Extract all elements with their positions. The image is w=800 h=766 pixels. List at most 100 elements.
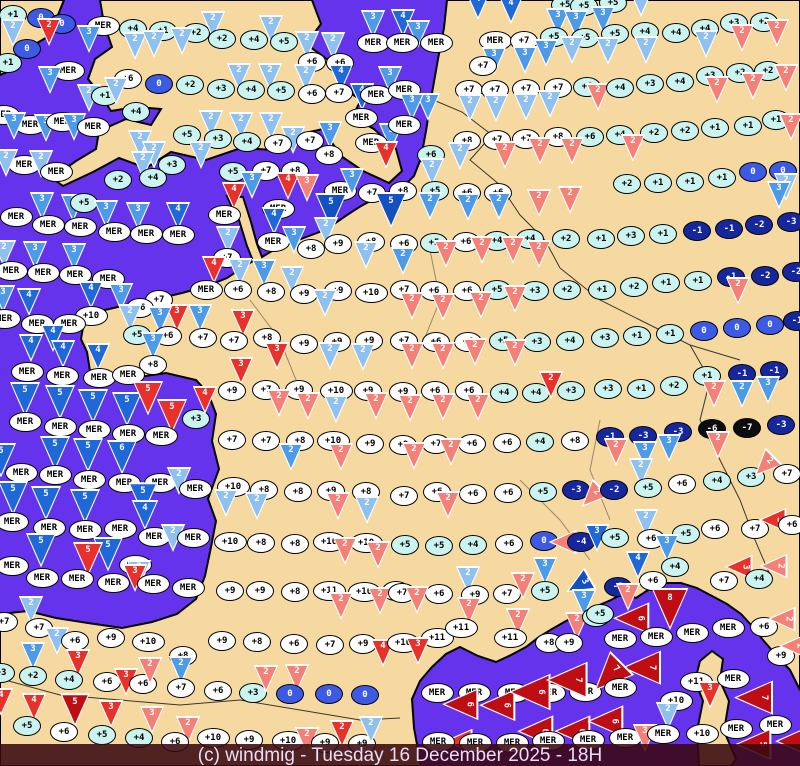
temp-ellipse: +1: [588, 280, 616, 300]
wind-arrow: 3: [187, 304, 213, 332]
wind-speed-value: 2: [237, 260, 243, 270]
temp-ellipse: 0: [276, 684, 304, 704]
wind-speed-value: 2: [523, 95, 529, 105]
temp-ellipse: +3: [207, 79, 235, 99]
sea-label: MER: [0, 261, 28, 281]
temp-ellipse: -2: [782, 262, 800, 282]
temp-ellipse: +6: [204, 681, 232, 701]
wind-arrow: 2: [36, 18, 62, 46]
wind-speed-value: 2: [10, 21, 16, 31]
temp-ellipse: +7: [189, 328, 217, 348]
temp-ellipse: +1: [649, 224, 677, 244]
wind-arrow: 2: [773, 64, 799, 92]
wind-arrow: 2: [365, 541, 391, 569]
temp-ellipse: +1: [587, 229, 615, 249]
temp-ellipse: +1: [734, 116, 762, 136]
wind-speed-value: 4: [231, 184, 237, 194]
wind-arrow: 3: [1, 112, 27, 140]
wind-speed-value: 2: [225, 228, 231, 238]
temp-ellipse: +7: [296, 131, 324, 151]
sea-label: MER: [189, 280, 223, 300]
wind-speed-value: 3: [11, 114, 17, 124]
wind-speed-value: 3: [642, 443, 648, 453]
wind-speed-value: 3: [291, 228, 297, 238]
temp-ellipse: -2: [745, 215, 773, 235]
wind-arrow: 3: [0, 285, 16, 313]
wind-arrow: 2: [312, 289, 338, 317]
wind-speed-value: 2: [28, 598, 34, 608]
wind-speed-value: 2: [520, 574, 526, 584]
sea-label: MER: [82, 368, 116, 388]
sea-label: MER: [43, 417, 77, 437]
temp-ellipse: +2: [552, 229, 580, 249]
temp-ellipse: +6: [668, 474, 696, 494]
wind-speed-value: 2: [178, 658, 184, 668]
wind-arrow: 5: [132, 380, 164, 416]
temp-ellipse: 0: [315, 684, 343, 704]
wind-speed-value: 2: [567, 188, 573, 198]
wind-arrow: 3: [405, 637, 431, 665]
wind-arrow: 2: [433, 240, 459, 268]
wind-arrow: 2: [0, 19, 26, 47]
wind-speed-value: 2: [333, 397, 339, 407]
wind-speed-value: 2: [703, 32, 709, 42]
wind-speed-value: 3: [573, 12, 579, 22]
wind-arrow: 5: [375, 191, 408, 229]
wind-speed-value: 2: [465, 568, 471, 578]
wind-speed-value: 3: [261, 261, 267, 271]
temp-ellipse: +6: [778, 515, 800, 535]
wind-speed-value: 2: [502, 143, 508, 153]
wind-arrow: 2: [328, 443, 354, 471]
temp-ellipse: +7: [218, 430, 246, 450]
wind-speed-value: 2: [629, 0, 654, 1]
wind-speed-value: 4: [0, 690, 4, 700]
sea-label: MER: [58, 265, 92, 285]
temp-ellipse: +1: [627, 379, 655, 399]
wind-arrow: 6: [442, 688, 478, 721]
wind-arrow: 5: [44, 384, 76, 420]
temp-ellipse: +8: [281, 534, 309, 554]
wind-speed-value: 4: [175, 204, 181, 214]
wind-speed-value: 2: [783, 66, 789, 76]
wind-speed-value: 2: [151, 32, 157, 42]
wind-speed-value: 2: [783, 175, 789, 185]
wind-arrow: 2: [778, 634, 800, 659]
wind-speed-value: 3: [71, 245, 77, 255]
sea-label: MER: [10, 362, 44, 382]
wind-speed-value: 2: [569, 38, 575, 48]
sea-label: MER: [25, 568, 59, 588]
temp-ellipse: 0: [756, 315, 784, 335]
wind-arrow: 2: [430, 342, 456, 370]
wind-arrow: 4: [18, 334, 44, 362]
wind-arrow: 4: [50, 340, 76, 368]
wind-arrow: 3: [239, 171, 265, 199]
wind-arrow: 2: [620, 134, 646, 162]
wind-speed-value: 3: [135, 204, 141, 214]
wind-arrow: 2: [764, 19, 790, 47]
wind-arrow: 2: [704, 76, 730, 104]
temp-ellipse: +10: [685, 724, 719, 744]
temp-ellipse: +7: [220, 331, 248, 351]
wind-speed-value: 4: [26, 290, 32, 300]
wind-arrow: 4: [465, 0, 491, 20]
wind-speed-value: 2: [630, 136, 636, 146]
wind-speed-value: 2: [427, 194, 433, 204]
wind-speed-value: 2: [714, 78, 720, 88]
temp-ellipse: +5: [601, 528, 629, 548]
sea-label: MER: [136, 574, 170, 594]
wind-speed-value: 2: [236, 65, 242, 75]
temp-ellipse: +2: [660, 376, 688, 396]
wind-arrow: 2: [462, 338, 488, 366]
temp-ellipse: +4: [556, 331, 584, 351]
wind-arrow: 2: [500, 236, 526, 264]
wind-speed-value: 5: [52, 439, 58, 450]
temp-ellipse: +3: [523, 332, 551, 352]
wind-arrow: 3: [766, 181, 792, 209]
wind-speed-value: 5: [43, 489, 49, 500]
wind-arrow: 4: [201, 256, 227, 284]
wind-arrow: 2: [455, 193, 481, 221]
wind-speed-value: 4: [88, 283, 94, 293]
wind-speed-value: 2: [288, 445, 294, 455]
wind-speed-value: 3: [415, 639, 421, 649]
wind-arrow: 2: [253, 665, 279, 693]
